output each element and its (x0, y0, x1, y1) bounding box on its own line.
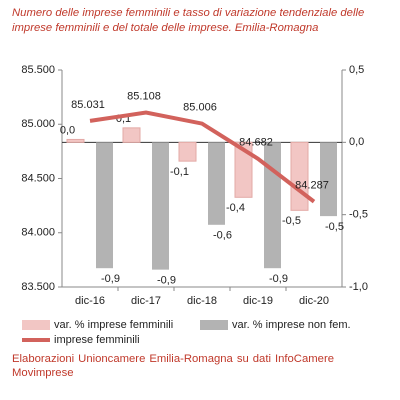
y-tick-label: 85.000 (21, 118, 55, 130)
legend-label: var. % imprese non fem. (232, 319, 351, 331)
bar-value-label: -0,9 (157, 275, 176, 287)
source-note: Elaborazioni Unioncamere Emilia-Romagna … (12, 353, 334, 379)
y2-tick-label: -1,0 (349, 281, 368, 293)
line-value-label: 85.031 (71, 99, 105, 111)
x-tick-label: dic-17 (131, 295, 161, 307)
bar (320, 142, 337, 217)
bar (66, 138, 85, 143)
bar-value-label: -0,9 (101, 273, 120, 285)
legend-swatch (22, 320, 50, 330)
x-tick-label: dic-16 (75, 295, 105, 307)
bar (290, 141, 309, 211)
line-value-label: 85.108 (127, 90, 161, 102)
bar (234, 141, 253, 198)
bar (264, 142, 281, 269)
line-value-label: 85.006 (183, 102, 217, 114)
y-tick-label: 83.500 (21, 281, 55, 293)
bar (178, 141, 197, 162)
line-value-label: 84.287 (295, 180, 329, 192)
y2-tick-label: -0,5 (349, 209, 368, 221)
legend-swatch (200, 320, 228, 330)
bar (208, 142, 225, 225)
y2-tick-label: 0,0 (349, 136, 364, 148)
bar-value-label: -0,9 (269, 273, 288, 285)
x-tick-label: dic-20 (299, 295, 329, 307)
bar-value-label: -0,6 (213, 230, 232, 242)
bar-value-label: -0,5 (282, 215, 301, 227)
bar-value-label: 0,0 (60, 124, 75, 136)
bar (122, 127, 141, 143)
bar (96, 142, 113, 269)
x-tick-label: dic-19 (243, 295, 273, 307)
line-value-label: 84.682 (239, 137, 273, 149)
y-tick-label: 84.500 (21, 172, 55, 184)
bar-value-label: -0,1 (170, 166, 189, 178)
y-tick-label: 84.000 (21, 227, 55, 239)
y2-tick-label: 0,5 (349, 64, 364, 76)
x-tick-label: dic-18 (187, 295, 217, 307)
chart-title: Numero delle imprese femminili e tasso d… (12, 7, 365, 34)
line (89, 110, 316, 204)
legend-label: imprese femminili (54, 334, 140, 346)
legend-label: var. % imprese femminili (54, 319, 173, 331)
y-tick-label: 85.500 (21, 64, 55, 76)
bar (152, 142, 169, 270)
chart: 83.500 84.000 84.500 85.000 85.500 -1,0 -0,5 0,… (21, 64, 368, 346)
bar-value-label: -0,5 (325, 221, 344, 233)
bar-value-label: -0,4 (226, 202, 245, 214)
